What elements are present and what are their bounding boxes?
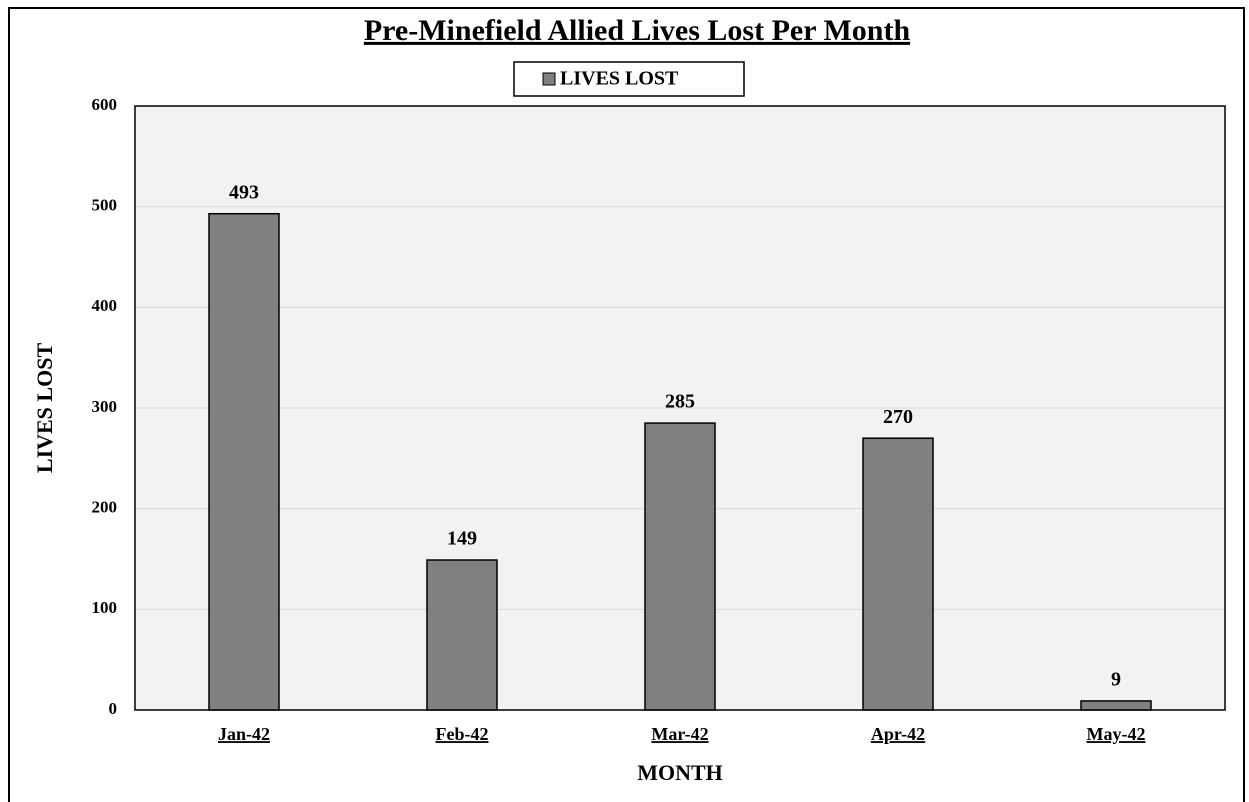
bar xyxy=(426,559,498,711)
legend-swatch xyxy=(542,72,556,86)
data-label: 493 xyxy=(229,181,259,203)
y-tick-label: 100 xyxy=(92,598,118,617)
bar xyxy=(644,422,716,711)
bar xyxy=(862,437,934,711)
data-label: 285 xyxy=(665,391,695,413)
y-tick-label: 600 xyxy=(92,95,118,114)
y-tick-label: 500 xyxy=(92,196,118,215)
data-label: 149 xyxy=(447,528,477,550)
legend-label: LIVES LOST xyxy=(560,68,679,90)
y-tick-label: 300 xyxy=(92,397,118,416)
data-label: 9 xyxy=(1111,669,1121,691)
y-tick-label: 400 xyxy=(92,296,118,315)
x-tick-label: Feb-42 xyxy=(436,724,489,744)
x-tick-label: Jan-42 xyxy=(218,724,270,744)
data-label: 270 xyxy=(883,406,913,428)
y-tick-label: 0 xyxy=(109,699,118,718)
bar xyxy=(208,212,280,711)
x-tick-label: May-42 xyxy=(1087,724,1146,744)
y-tick-label: 200 xyxy=(92,498,118,517)
x-tick-label: Mar-42 xyxy=(651,724,708,744)
x-axis-label: MONTH xyxy=(637,760,723,785)
y-axis-label: LIVES LOST xyxy=(32,343,57,474)
x-tick-label: Apr-42 xyxy=(871,724,925,744)
bar xyxy=(1080,700,1152,711)
chart-title: Pre-Minefield Allied Lives Lost Per Mont… xyxy=(364,14,911,47)
